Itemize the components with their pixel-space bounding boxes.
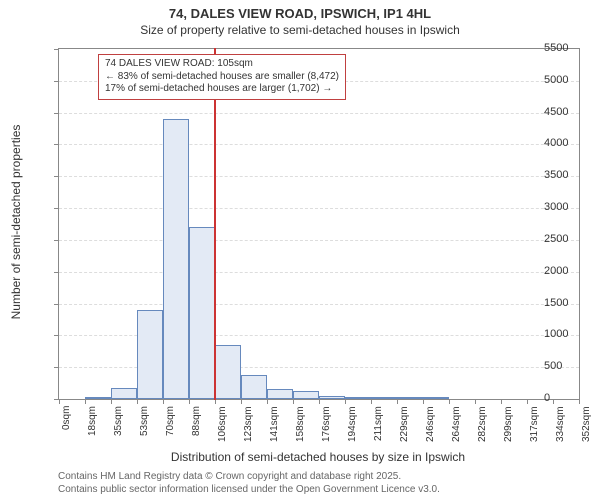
xtick-label: 0sqm (61, 406, 72, 430)
xtick-mark (527, 399, 528, 404)
xtick-label: 106sqm (217, 406, 228, 442)
ytick-label: 3000 (544, 201, 596, 213)
xtick-mark (501, 399, 502, 404)
histogram-bar (85, 397, 111, 399)
ytick-mark (54, 144, 59, 145)
xtick-label: 246sqm (425, 406, 436, 442)
xtick-label: 141sqm (269, 406, 280, 442)
gridline (59, 240, 579, 241)
histogram-bar (319, 396, 345, 399)
footer-line2: Contains public sector information licen… (58, 483, 440, 496)
plot-area (58, 48, 580, 400)
yaxis-title: Number of semi-detached properties (9, 112, 23, 332)
chart-title: 74, DALES VIEW ROAD, IPSWICH, IP1 4HL (0, 0, 600, 23)
xtick-mark (475, 399, 476, 404)
xtick-label: 334sqm (555, 406, 566, 442)
footer-line1: Contains HM Land Registry data © Crown c… (58, 470, 440, 483)
ytick-mark (54, 113, 59, 114)
histogram-bar (293, 391, 319, 399)
histogram-bar (189, 227, 215, 399)
xtick-label: 176sqm (321, 406, 332, 442)
footer-attribution: Contains HM Land Registry data © Crown c… (58, 470, 440, 496)
xtick-label: 53sqm (139, 406, 150, 436)
ytick-label: 1000 (544, 328, 596, 340)
callout-line1: 74 DALES VIEW ROAD: 105sqm (105, 58, 339, 71)
xtick-mark (241, 399, 242, 404)
ytick-label: 2000 (544, 265, 596, 277)
xtick-label: 88sqm (191, 406, 202, 436)
xtick-mark (137, 399, 138, 404)
histogram-bar (163, 119, 189, 399)
xtick-mark (423, 399, 424, 404)
ytick-label: 1500 (544, 297, 596, 309)
xtick-mark (59, 399, 60, 404)
chart-subtitle: Size of property relative to semi-detach… (0, 23, 600, 37)
xtick-label: 229sqm (399, 406, 410, 442)
ytick-label: 5000 (544, 74, 596, 86)
histogram-bar (241, 375, 267, 399)
ytick-label: 0 (544, 392, 596, 404)
xtick-label: 123sqm (243, 406, 254, 442)
xtick-mark (449, 399, 450, 404)
xtick-label: 264sqm (451, 406, 462, 442)
histogram-bar (137, 310, 163, 399)
xtick-label: 299sqm (503, 406, 514, 442)
ytick-label: 2500 (544, 233, 596, 245)
xtick-label: 70sqm (165, 406, 176, 436)
gridline (59, 208, 579, 209)
ytick-mark (54, 367, 59, 368)
xtick-mark (397, 399, 398, 404)
histogram-bar (397, 397, 423, 399)
histogram-bar (423, 397, 449, 399)
xtick-mark (267, 399, 268, 404)
xtick-mark (163, 399, 164, 404)
ytick-label: 4500 (544, 106, 596, 118)
ytick-mark (54, 176, 59, 177)
ytick-label: 4000 (544, 137, 596, 149)
xtick-mark (111, 399, 112, 404)
xtick-mark (189, 399, 190, 404)
ytick-mark (54, 304, 59, 305)
gridline (59, 113, 579, 114)
ytick-mark (54, 208, 59, 209)
callout-line3: 17% of semi-detached houses are larger (… (105, 83, 339, 96)
marker-callout: 74 DALES VIEW ROAD: 105sqm ← 83% of semi… (98, 54, 346, 100)
xtick-label: 18sqm (87, 406, 98, 436)
histogram-bar (371, 397, 397, 399)
xtick-mark (85, 399, 86, 404)
xaxis-title: Distribution of semi-detached houses by … (58, 450, 578, 464)
xtick-label: 211sqm (373, 406, 384, 441)
xtick-label: 158sqm (295, 406, 306, 442)
xtick-label: 194sqm (347, 406, 358, 442)
ytick-mark (54, 81, 59, 82)
xtick-label: 282sqm (477, 406, 488, 442)
xtick-mark (319, 399, 320, 404)
histogram-bar (111, 388, 137, 399)
gridline (59, 144, 579, 145)
xtick-mark (293, 399, 294, 404)
ytick-mark (54, 335, 59, 336)
ytick-mark (54, 272, 59, 273)
xtick-label: 352sqm (581, 406, 592, 442)
gridline (59, 176, 579, 177)
ytick-label: 5500 (544, 42, 596, 54)
gridline (59, 272, 579, 273)
histogram-bar (215, 345, 241, 399)
ytick-label: 3500 (544, 169, 596, 181)
ytick-label: 500 (544, 360, 596, 372)
xtick-label: 35sqm (113, 406, 124, 436)
gridline (59, 304, 579, 305)
histogram-bar (267, 389, 293, 399)
ytick-mark (54, 240, 59, 241)
ytick-mark (54, 49, 59, 50)
callout-line2: ← 83% of semi-detached houses are smalle… (105, 71, 339, 84)
xtick-mark (371, 399, 372, 404)
marker-line (214, 48, 216, 400)
xtick-mark (345, 399, 346, 404)
xtick-label: 317sqm (529, 406, 540, 442)
histogram-bar (345, 397, 371, 399)
